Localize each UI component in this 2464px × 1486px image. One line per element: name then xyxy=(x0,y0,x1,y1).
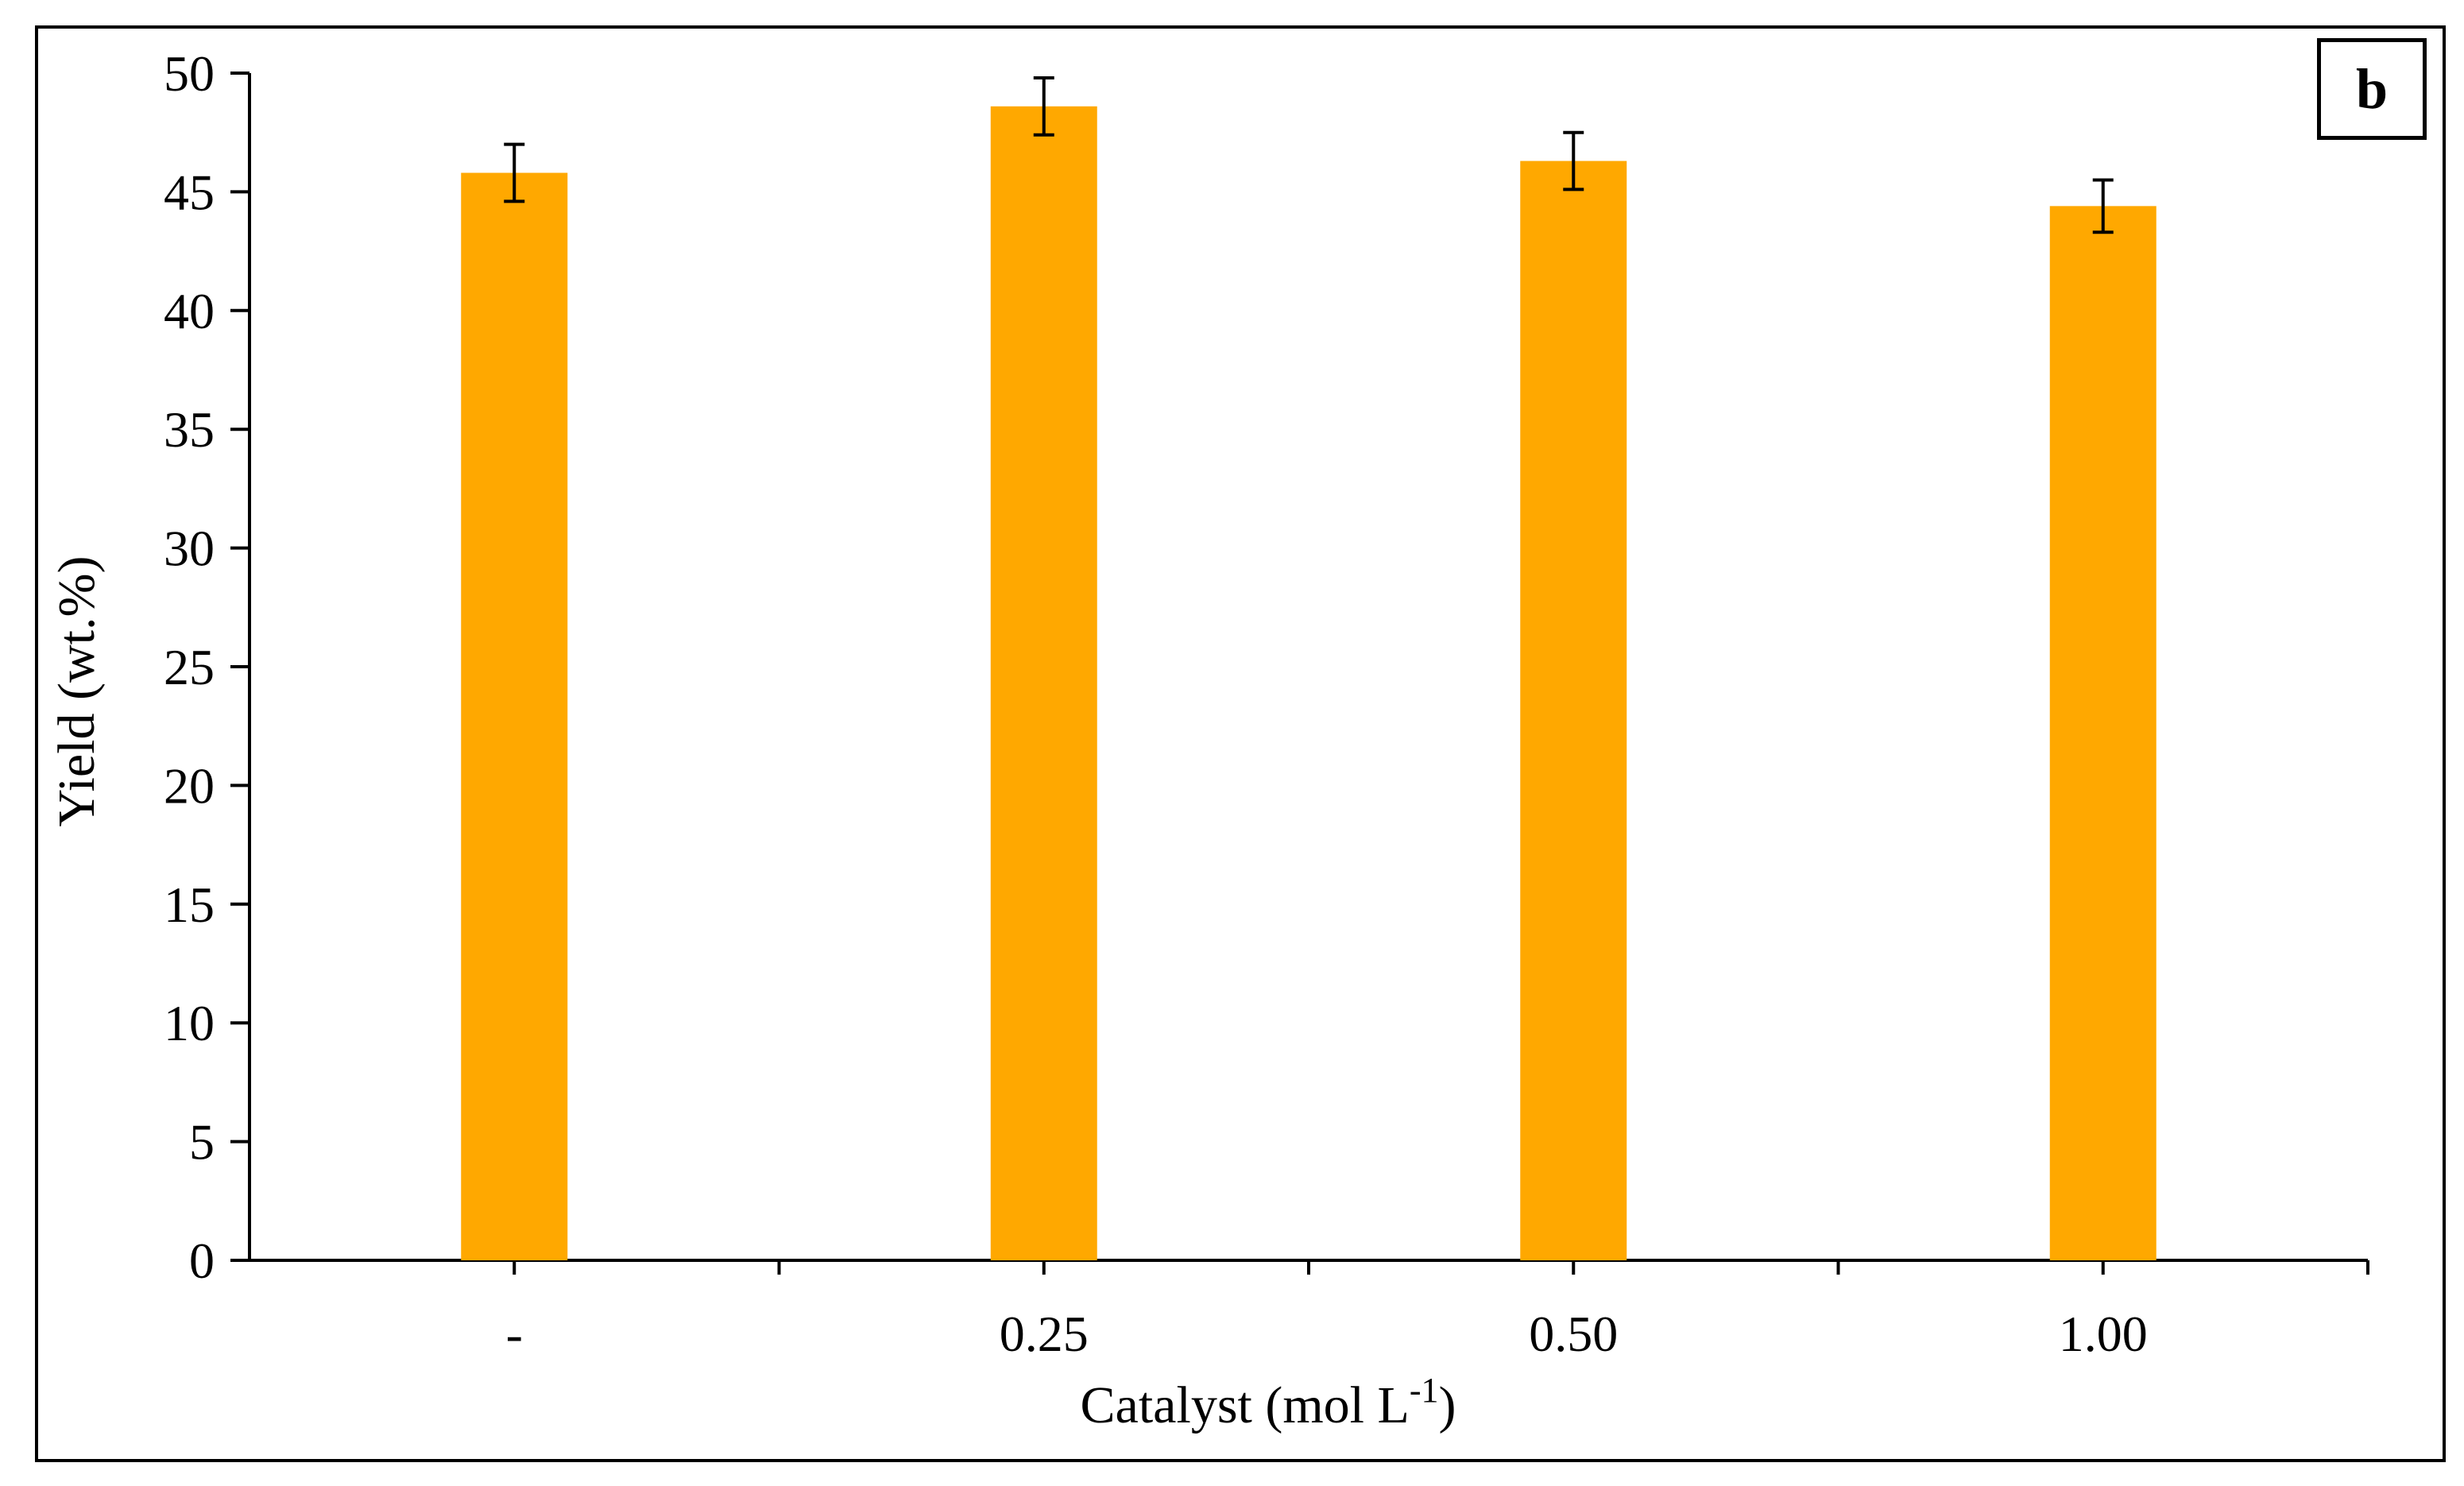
y-tick-label: 25 xyxy=(164,639,215,695)
y-tick-label: 35 xyxy=(164,401,215,458)
y-axis: 0 5 10 15 20 25 30 35 40 45 50 xyxy=(164,45,251,1289)
bar xyxy=(1520,161,1627,1260)
x-tick-label: 0.50 xyxy=(1529,1306,1618,1362)
chart-frame xyxy=(35,25,2446,1462)
x-tick-label: - xyxy=(506,1306,523,1362)
x-tick-label: 1.00 xyxy=(2059,1306,2148,1362)
y-tick-label: 5 xyxy=(189,1114,215,1171)
y-tick-label: 20 xyxy=(164,757,215,814)
y-tick-label: 30 xyxy=(164,520,215,577)
x-axis: - 0.25 0.50 1.00 xyxy=(249,1259,2369,1362)
bar xyxy=(2049,206,2156,1260)
y-tick-label: 15 xyxy=(164,877,215,933)
bar xyxy=(990,106,1097,1260)
y-tick-label: 50 xyxy=(164,45,215,102)
panel-label: b xyxy=(2317,38,2427,140)
x-tick-label: 0.25 xyxy=(1000,1306,1089,1362)
y-tick-label: 0 xyxy=(189,1233,215,1289)
y-tick-label: 40 xyxy=(164,283,215,339)
bar xyxy=(461,172,568,1261)
error-bars xyxy=(504,75,2114,234)
x-axis-title: Catalyst (mol L-1) xyxy=(1081,1371,1456,1434)
y-tick-label: 45 xyxy=(164,164,215,220)
y-axis-title: Yield (wt.%) xyxy=(48,556,106,827)
bars xyxy=(461,106,2156,1261)
y-tick-label: 10 xyxy=(164,995,215,1051)
